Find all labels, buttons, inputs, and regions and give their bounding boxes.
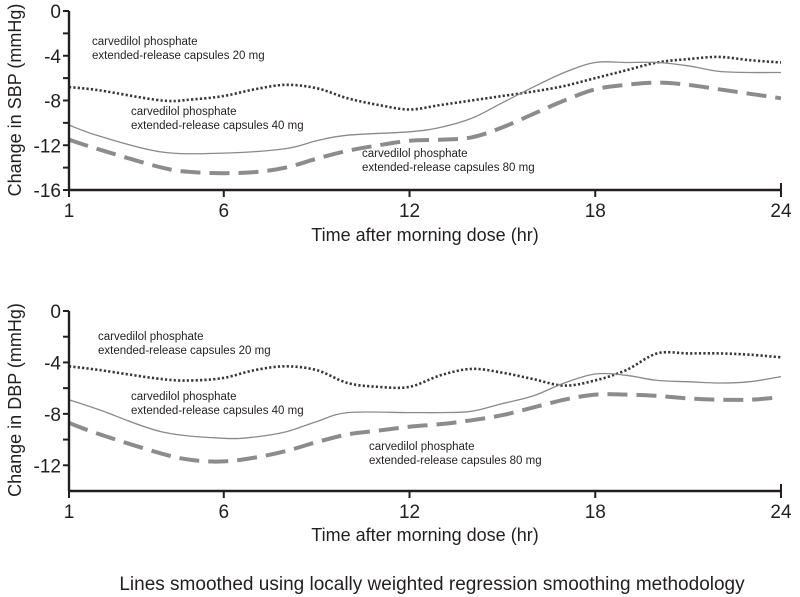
- sbp-annotation-40mg-line2: extended-release capsules 40 mg: [131, 120, 304, 132]
- sbp-series-40mg-line: [68, 61, 782, 155]
- sbp-y-tick-label: 0: [50, 2, 61, 23]
- sbp-series-20mg-line: [68, 55, 782, 111]
- sbp-x-tick-label: 12: [399, 201, 420, 222]
- dbp-chart: 0 -4 -8 -12 1 6 12 18 24 carvedilol phosphate ex…: [5, 302, 792, 545]
- dbp-axes: 0 -4 -8 -12 1 6 12 18 24: [34, 302, 792, 523]
- sbp-annotation-40mg-line1: carvedilol phosphate: [131, 106, 237, 118]
- dbp-x-tick-label: 24: [770, 502, 792, 523]
- sbp-x-tick-label: 6: [218, 201, 229, 222]
- dbp-annotation-20mg-line2: extended-release capsules 20 mg: [98, 345, 271, 357]
- dbp-series-40mg-line: [68, 372, 782, 440]
- sbp-annotation-20mg-line1: carvedilol phosphate: [92, 36, 198, 48]
- dbp-y-tick-label: 0: [50, 302, 61, 323]
- sbp-y-tick-label: -4: [44, 47, 61, 68]
- dbp-x-tick-label: 12: [399, 502, 420, 523]
- sbp-y-tick-label: -16: [34, 181, 61, 202]
- sbp-x-tick-label: 1: [64, 201, 75, 222]
- sbp-axes: 0 -4 -8 -12 -161 6 12 18 24: [34, 2, 792, 222]
- dbp-x-tick-label: 1: [64, 502, 75, 523]
- sbp-annotation-80mg-line1: carvedilol phosphate: [362, 148, 468, 160]
- dbp-x-axis-title: Time after morning dose (hr): [311, 525, 538, 545]
- dbp-y-tick-label: -8: [44, 405, 61, 426]
- sbp-chart: 0 -4 -8 -12 -161 6 12 18 24 carvedilol phosphate…: [5, 2, 792, 245]
- sbp-annotation-80mg-line2: extended-release capsules 80 mg: [362, 162, 535, 174]
- footnote: Lines smoothed using locally weighted re…: [119, 574, 745, 595]
- sbp-annotations: carvedilol phosphate extended-release ca…: [92, 36, 535, 174]
- dbp-y-tick-label: -12: [34, 456, 61, 477]
- sbp-y-tick-label: -12: [34, 136, 61, 157]
- dbp-annotation-40mg-line1: carvedilol phosphate: [131, 391, 237, 403]
- dbp-series-layer: [68, 350, 782, 464]
- sbp-series-layer: [68, 55, 782, 176]
- sbp-y-tick-label: -8: [44, 92, 61, 113]
- dbp-annotation-20mg-line1: carvedilol phosphate: [98, 331, 204, 343]
- sbp-x-tick-label: 24: [770, 201, 792, 222]
- dbp-annotation-80mg-line1: carvedilol phosphate: [369, 441, 475, 453]
- dbp-annotation-40mg-line2: extended-release capsules 40 mg: [131, 405, 304, 417]
- dbp-annotation-80mg-line2: extended-release capsules 80 mg: [369, 455, 542, 467]
- sbp-x-axis-title: Time after morning dose (hr): [311, 225, 538, 245]
- dbp-series-80mg-line: [68, 392, 782, 464]
- dbp-y-tick-label: -4: [44, 353, 61, 374]
- dbp-series-20mg-line: [68, 350, 782, 390]
- dbp-x-tick-label: 18: [585, 502, 606, 523]
- dbp-x-tick-label: 6: [218, 502, 229, 523]
- sbp-x-tick-label: 18: [585, 201, 606, 222]
- sbp-y-axis-title: Change in SBP (mmHg): [5, 4, 25, 197]
- sbp-series-80mg-line: [68, 80, 782, 176]
- dbp-annotations: carvedilol phosphate extended-release ca…: [98, 331, 542, 467]
- dbp-y-axis-title: Change in DBP (mmHg): [5, 303, 25, 497]
- sbp-annotation-20mg-line2: extended-release capsules 20 mg: [92, 50, 265, 62]
